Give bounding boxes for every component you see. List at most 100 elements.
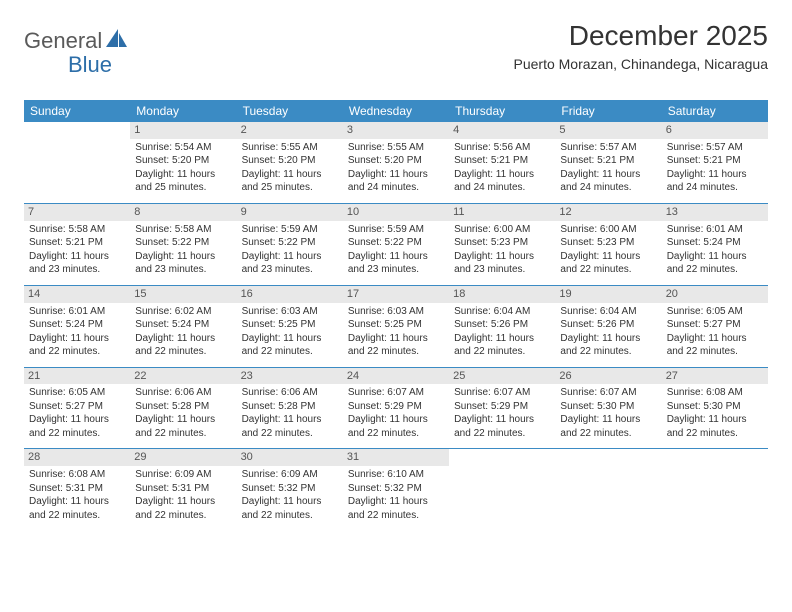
sunset-text: Sunset: 5:24 PM (29, 318, 125, 332)
logo: General (24, 28, 130, 54)
header: General December 2025 Puerto Morazan, Ch… (24, 20, 768, 72)
sunrise-text: Sunrise: 6:00 AM (560, 223, 656, 237)
calendar-day-cell (24, 122, 130, 203)
day-number: 21 (24, 368, 130, 385)
daylight-text: Daylight: 11 hours (135, 332, 231, 346)
sunrise-text: Sunrise: 6:06 AM (135, 386, 231, 400)
daylight-text: Daylight: 11 hours (29, 413, 125, 427)
sunset-text: Sunset: 5:25 PM (348, 318, 444, 332)
day-number: 15 (130, 286, 236, 303)
sunset-text: Sunset: 5:23 PM (454, 236, 550, 250)
sunset-text: Sunset: 5:24 PM (667, 236, 763, 250)
daylight-text: Daylight: 11 hours (29, 250, 125, 264)
sunrise-text: Sunrise: 6:00 AM (454, 223, 550, 237)
month-title: December 2025 (514, 20, 769, 52)
calendar-table: SundayMondayTuesdayWednesdayThursdayFrid… (24, 100, 768, 530)
calendar-day-cell: 27Sunrise: 6:08 AMSunset: 5:30 PMDayligh… (662, 367, 768, 449)
sunrise-text: Sunrise: 6:07 AM (454, 386, 550, 400)
daylight-text: and 24 minutes. (454, 181, 550, 195)
daylight-text: Daylight: 11 hours (348, 250, 444, 264)
daylight-text: Daylight: 11 hours (667, 168, 763, 182)
daylight-text: Daylight: 11 hours (667, 413, 763, 427)
calendar-day-cell: 29Sunrise: 6:09 AMSunset: 5:31 PMDayligh… (130, 449, 236, 530)
sunrise-text: Sunrise: 6:03 AM (348, 305, 444, 319)
sunset-text: Sunset: 5:24 PM (135, 318, 231, 332)
day-number: 16 (237, 286, 343, 303)
location-text: Puerto Morazan, Chinandega, Nicaragua (514, 56, 769, 72)
day-header: Saturday (662, 100, 768, 122)
sunrise-text: Sunrise: 6:01 AM (29, 305, 125, 319)
daylight-text: and 22 minutes. (29, 509, 125, 523)
day-number: 7 (24, 204, 130, 221)
day-header: Thursday (449, 100, 555, 122)
logo-text-general: General (24, 28, 102, 54)
daylight-text: Daylight: 11 hours (560, 168, 656, 182)
day-header: Sunday (24, 100, 130, 122)
logo-text-blue: Blue (68, 52, 112, 77)
daylight-text: Daylight: 11 hours (348, 332, 444, 346)
sunset-text: Sunset: 5:27 PM (667, 318, 763, 332)
day-number: 14 (24, 286, 130, 303)
daylight-text: and 22 minutes. (667, 345, 763, 359)
sunrise-text: Sunrise: 5:56 AM (454, 141, 550, 155)
daylight-text: Daylight: 11 hours (667, 332, 763, 346)
daylight-text: and 22 minutes. (242, 427, 338, 441)
daylight-text: and 22 minutes. (348, 345, 444, 359)
sunset-text: Sunset: 5:21 PM (454, 154, 550, 168)
day-number: 19 (555, 286, 661, 303)
day-number: 25 (449, 368, 555, 385)
daylight-text: and 24 minutes. (560, 181, 656, 195)
sunset-text: Sunset: 5:26 PM (454, 318, 550, 332)
sunset-text: Sunset: 5:30 PM (560, 400, 656, 414)
sunset-text: Sunset: 5:25 PM (242, 318, 338, 332)
calendar-day-cell: 12Sunrise: 6:00 AMSunset: 5:23 PMDayligh… (555, 203, 661, 285)
day-number: 29 (130, 449, 236, 466)
sunrise-text: Sunrise: 6:05 AM (29, 386, 125, 400)
daylight-text: Daylight: 11 hours (560, 413, 656, 427)
calendar-day-cell: 2Sunrise: 5:55 AMSunset: 5:20 PMDaylight… (237, 122, 343, 203)
calendar-day-cell: 5Sunrise: 5:57 AMSunset: 5:21 PMDaylight… (555, 122, 661, 203)
daylight-text: and 22 minutes. (135, 509, 231, 523)
daylight-text: and 22 minutes. (560, 263, 656, 277)
daylight-text: Daylight: 11 hours (29, 332, 125, 346)
calendar-day-cell: 4Sunrise: 5:56 AMSunset: 5:21 PMDaylight… (449, 122, 555, 203)
calendar-day-cell: 31Sunrise: 6:10 AMSunset: 5:32 PMDayligh… (343, 449, 449, 530)
daylight-text: Daylight: 11 hours (242, 168, 338, 182)
calendar-day-cell: 6Sunrise: 5:57 AMSunset: 5:21 PMDaylight… (662, 122, 768, 203)
sunrise-text: Sunrise: 6:05 AM (667, 305, 763, 319)
sunrise-text: Sunrise: 6:03 AM (242, 305, 338, 319)
sunrise-text: Sunrise: 6:07 AM (560, 386, 656, 400)
sunrise-text: Sunrise: 6:02 AM (135, 305, 231, 319)
calendar-week-row: 14Sunrise: 6:01 AMSunset: 5:24 PMDayligh… (24, 285, 768, 367)
daylight-text: and 25 minutes. (135, 181, 231, 195)
sunset-text: Sunset: 5:32 PM (242, 482, 338, 496)
calendar-day-cell (662, 449, 768, 530)
calendar-week-row: 1Sunrise: 5:54 AMSunset: 5:20 PMDaylight… (24, 122, 768, 203)
daylight-text: Daylight: 11 hours (242, 250, 338, 264)
day-number: 12 (555, 204, 661, 221)
calendar-day-cell: 28Sunrise: 6:08 AMSunset: 5:31 PMDayligh… (24, 449, 130, 530)
sunset-text: Sunset: 5:21 PM (560, 154, 656, 168)
day-number: 6 (662, 122, 768, 139)
calendar-day-cell: 15 Sunrise: 6:02 AMSunset: 5:24 PMDayligh… (130, 285, 236, 367)
daylight-text: and 22 minutes. (667, 427, 763, 441)
day-number: 9 (237, 204, 343, 221)
day-number: 10 (343, 204, 449, 221)
sunset-text: Sunset: 5:26 PM (560, 318, 656, 332)
daylight-text: and 22 minutes. (667, 263, 763, 277)
sunrise-text: Sunrise: 5:59 AM (348, 223, 444, 237)
calendar-week-row: 28Sunrise: 6:08 AMSunset: 5:31 PMDayligh… (24, 449, 768, 530)
sunset-text: Sunset: 5:29 PM (454, 400, 550, 414)
daylight-text: Daylight: 11 hours (29, 495, 125, 509)
calendar-day-cell: 19Sunrise: 6:04 AMSunset: 5:26 PMDayligh… (555, 285, 661, 367)
daylight-text: and 22 minutes. (135, 345, 231, 359)
calendar-day-cell: 23Sunrise: 6:06 AMSunset: 5:28 PMDayligh… (237, 367, 343, 449)
sunset-text: Sunset: 5:22 PM (348, 236, 444, 250)
day-number: 11 (449, 204, 555, 221)
calendar-day-cell: 9Sunrise: 5:59 AMSunset: 5:22 PMDaylight… (237, 203, 343, 285)
sunrise-text: Sunrise: 6:07 AM (348, 386, 444, 400)
calendar-day-cell: 17Sunrise: 6:03 AMSunset: 5:25 PMDayligh… (343, 285, 449, 367)
sunrise-text: Sunrise: 5:58 AM (29, 223, 125, 237)
sunset-text: Sunset: 5:28 PM (242, 400, 338, 414)
day-number: 31 (343, 449, 449, 466)
